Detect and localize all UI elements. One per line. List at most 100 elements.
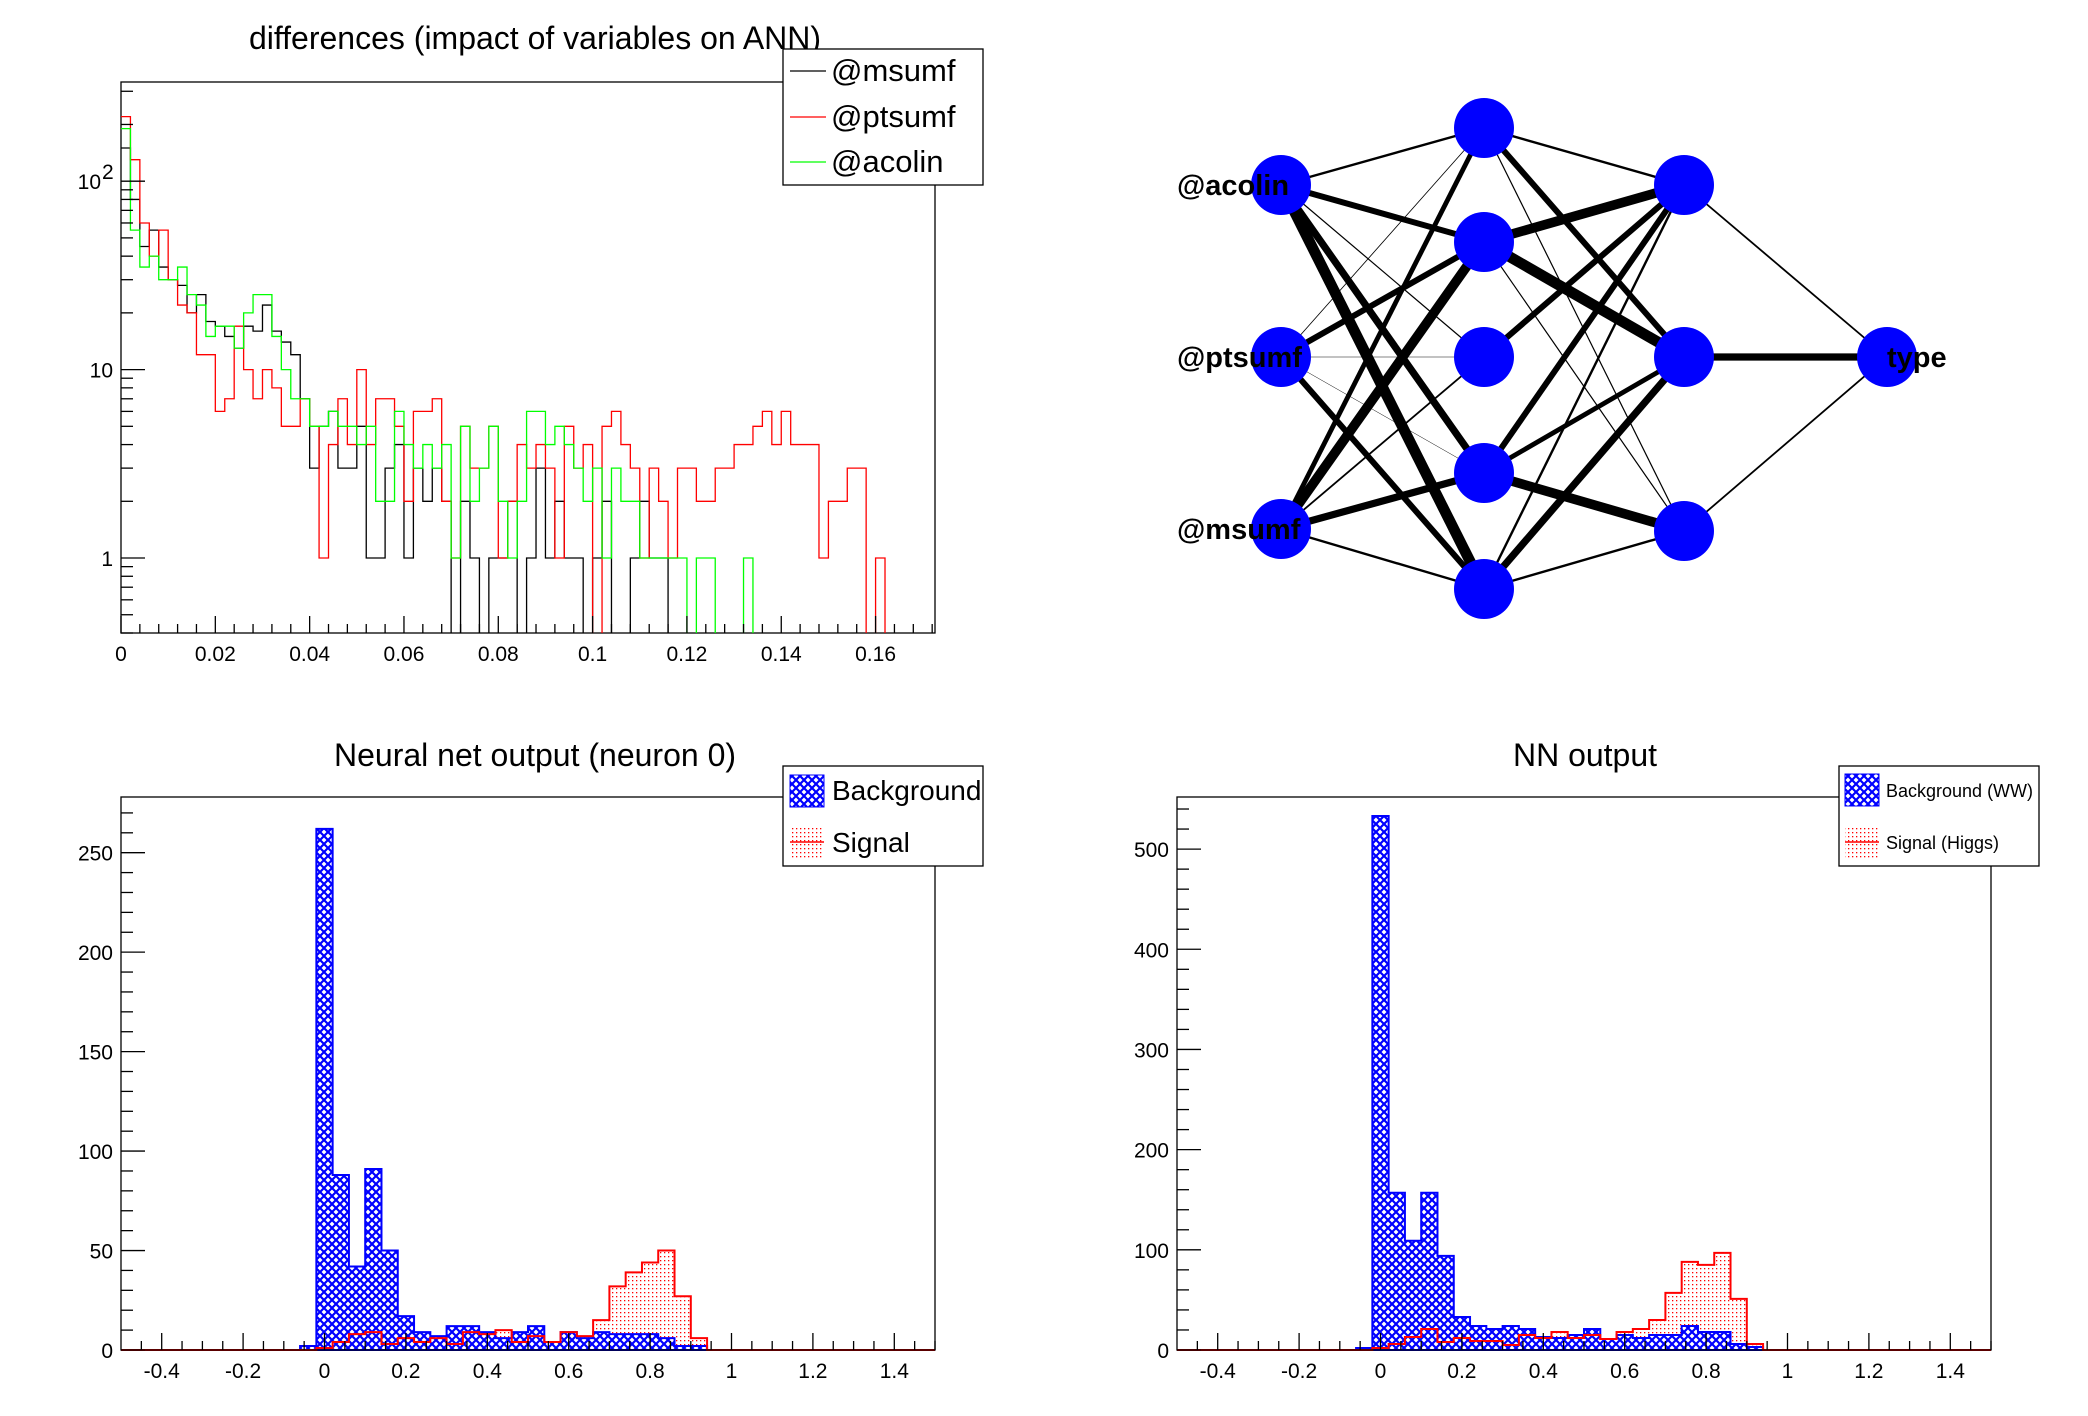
synapse-edge xyxy=(1481,354,1687,592)
synapse-edge xyxy=(1280,127,1485,358)
synapse-edge xyxy=(1280,126,1485,187)
synapse-edge xyxy=(1280,356,1485,530)
synapse-edge xyxy=(1482,354,1686,476)
x-tick-label: 0.06 xyxy=(384,643,425,666)
synapse-edge xyxy=(1683,184,1888,358)
hidden1-neuron xyxy=(1454,98,1514,158)
y-tick-label: 0 xyxy=(1157,1340,1169,1363)
y-tick-label: 100 xyxy=(78,1141,113,1164)
legend-swatch-background xyxy=(789,774,825,808)
synapse-edge xyxy=(1278,355,1487,591)
x-tick-label: 0 xyxy=(1375,1360,1387,1383)
series-line-acolin xyxy=(121,128,754,633)
synapse-edge xyxy=(1280,527,1485,591)
y-tick-label: 200 xyxy=(1134,1140,1169,1163)
x-tick-label: 0.4 xyxy=(473,1360,503,1383)
x-tick-label: -0.4 xyxy=(144,1360,181,1383)
legend-label: @acolin xyxy=(831,144,943,179)
output-label-type: type xyxy=(1887,342,1947,374)
chart-title: Neural net output (neuron 0) xyxy=(334,737,736,773)
hidden1-neuron xyxy=(1454,559,1514,619)
legend-label: Background xyxy=(832,775,981,806)
plot-frame xyxy=(120,81,936,634)
y-tick-label: 500 xyxy=(1134,839,1169,862)
differences-panel: differences (impact of variables on ANN)… xyxy=(78,20,984,666)
synapse-edge xyxy=(1280,469,1485,533)
signal-fill xyxy=(300,1250,708,1350)
input-neuron xyxy=(1251,155,1311,215)
chart-title: differences (impact of variables on ANN) xyxy=(249,20,821,56)
legend-label: @ptsumf xyxy=(831,99,956,134)
legend: @msumf @ptsumf @acolin xyxy=(782,48,984,186)
output-neuron xyxy=(1857,327,1917,387)
x-tick-label: 0.8 xyxy=(635,1360,664,1383)
synapse-edge xyxy=(1280,356,1485,474)
y-tick-label: 0 xyxy=(101,1340,113,1363)
input-neuron xyxy=(1251,499,1311,559)
x-tick-label: 0.2 xyxy=(391,1360,420,1383)
y-tick-label: 250 xyxy=(78,843,113,866)
x-tick-label: 0.04 xyxy=(289,643,330,666)
hidden1-neuron xyxy=(1454,212,1514,272)
synapse-edge xyxy=(1481,237,1687,362)
x-tick-label: -0.2 xyxy=(225,1360,261,1383)
input-label-ptsumf: @ptsumf xyxy=(1177,342,1302,374)
x-tick-label: 1 xyxy=(1782,1360,1794,1383)
synapse-edge xyxy=(1482,182,1686,360)
y-tick-label: 1 xyxy=(101,548,113,571)
chart-title: NN output xyxy=(1513,737,1657,773)
y-tick-label: 10 xyxy=(90,360,113,383)
x-tick-label: -0.2 xyxy=(1281,1360,1317,1383)
synapse-edge xyxy=(1481,126,1687,359)
x-tick-label: 0.4 xyxy=(1529,1360,1559,1383)
synapse-edge xyxy=(1280,184,1485,358)
signal-fill xyxy=(1356,1252,1764,1350)
x-tick-label: 0.2 xyxy=(1447,1360,1476,1383)
background-histogram xyxy=(299,827,709,1351)
hidden1-neuron xyxy=(1454,327,1514,387)
x-tick-label: 0 xyxy=(115,643,127,666)
synapse-edge xyxy=(1481,183,1687,475)
x-tick-label: 0.02 xyxy=(195,643,236,666)
synapse-edge xyxy=(1483,529,1685,591)
synapse-edge xyxy=(1279,239,1486,360)
legend: Background Signal xyxy=(782,765,984,867)
hidden1-neuron xyxy=(1454,443,1514,503)
synapse-edge xyxy=(1482,184,1686,590)
y-tick-label: 300 xyxy=(1134,1039,1169,1062)
legend-label: Signal xyxy=(832,827,910,858)
synapse-edge xyxy=(1280,182,1485,245)
legend: Background (WW) Signal (Higgs) xyxy=(1838,765,2040,867)
synapse-edge xyxy=(1483,126,1685,187)
synapse-edge xyxy=(1683,356,1888,532)
x-tick-label: 0.6 xyxy=(1610,1360,1639,1383)
x-tick-label: -0.4 xyxy=(1200,1360,1237,1383)
x-tick-label: 1.4 xyxy=(880,1360,910,1383)
plot-frame xyxy=(120,796,936,1351)
y-tick-label: 50 xyxy=(90,1241,113,1264)
y-tick-label: 150 xyxy=(78,1042,113,1065)
y-tick-label: 400 xyxy=(1134,939,1169,962)
x-tick-label: 0.12 xyxy=(666,643,707,666)
hidden2-neuron xyxy=(1654,155,1714,215)
synapse-edge xyxy=(1482,180,1686,247)
input-label-acolin: @acolin xyxy=(1177,170,1289,202)
signal-histogram xyxy=(1177,1251,1991,1351)
x-tick-label: 0.1 xyxy=(578,643,607,666)
hidden2-neuron xyxy=(1654,501,1714,561)
legend-label: @msumf xyxy=(831,53,956,88)
input-label-msumf: @msumf xyxy=(1177,514,1301,546)
x-tick-label: 1.2 xyxy=(798,1360,827,1383)
x-tick-label: 0.08 xyxy=(478,643,519,666)
network-diagram: @acolin @ptsumf @msumf type xyxy=(1177,98,1947,619)
legend-label: Signal (Higgs) xyxy=(1886,833,1999,853)
series-group xyxy=(121,116,886,633)
signal-histogram xyxy=(121,1249,935,1351)
y-tick-label: 200 xyxy=(78,942,113,965)
input-neuron xyxy=(1251,327,1311,387)
x-tick-label: 1.2 xyxy=(1854,1360,1883,1383)
y-tick-label: 10 xyxy=(78,171,101,194)
x-tick-label: 1.4 xyxy=(1936,1360,1966,1383)
legend-swatch-background xyxy=(1844,773,1880,807)
